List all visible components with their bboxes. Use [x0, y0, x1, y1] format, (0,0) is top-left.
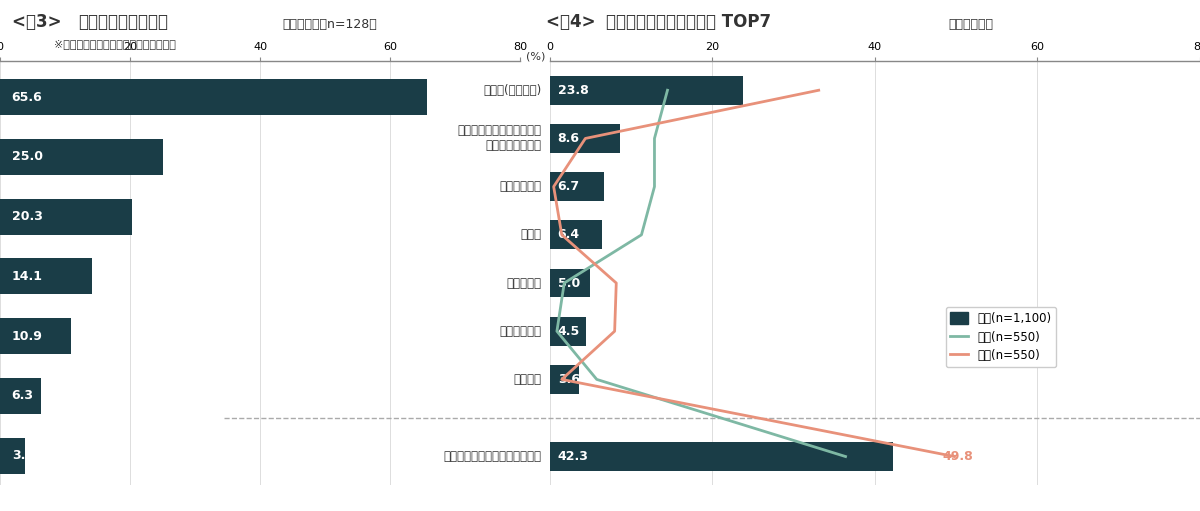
Text: 25.0: 25.0: [12, 150, 43, 164]
Text: 8.6: 8.6: [558, 132, 580, 145]
Text: (%): (%): [526, 51, 545, 61]
Bar: [550, 124, 619, 153]
Bar: [0, 199, 132, 235]
Bar: [550, 317, 586, 345]
Bar: [0, 139, 163, 175]
Text: 14.1: 14.1: [12, 270, 43, 283]
Bar: [550, 365, 578, 394]
Text: 10.9: 10.9: [12, 330, 42, 342]
Text: 4.5: 4.5: [558, 324, 580, 338]
Text: 42.3: 42.3: [558, 450, 588, 463]
Bar: [550, 269, 590, 297]
Bar: [0, 318, 71, 354]
Legend: 全体(n=1,100), 男性(n=550), 女性(n=550): 全体(n=1,100), 男性(n=550), 女性(n=550): [946, 307, 1056, 367]
Text: 3.9: 3.9: [12, 449, 34, 462]
Bar: [550, 220, 601, 249]
Text: 23.8: 23.8: [558, 84, 588, 97]
Bar: [0, 378, 41, 414]
Text: 5.0: 5.0: [558, 276, 580, 290]
Text: 3.6: 3.6: [558, 373, 580, 386]
Text: 今後演奏してみたい楽器 TOP7: 今後演奏してみたい楽器 TOP7: [606, 13, 772, 31]
Text: <図4>: <図4>: [546, 13, 601, 31]
Text: 20.3: 20.3: [12, 210, 42, 223]
Text: （複数回答）: （複数回答）: [948, 18, 994, 31]
Bar: [0, 437, 25, 474]
Text: 6.3: 6.3: [12, 389, 34, 402]
Text: （複数回答：n=128）: （複数回答：n=128）: [282, 18, 377, 31]
Text: 65.6: 65.6: [12, 90, 42, 104]
Bar: [0, 79, 427, 115]
Bar: [550, 442, 894, 471]
Text: 楽器を練習する方法: 楽器を練習する方法: [78, 13, 168, 31]
Text: ※現在も楽器の演奏をしている人ベース: ※現在も楽器の演奏をしている人ベース: [54, 38, 176, 49]
Text: <図3>: <図3>: [12, 13, 67, 31]
Text: 6.4: 6.4: [558, 228, 580, 241]
Bar: [550, 76, 743, 105]
Text: 49.8: 49.8: [942, 450, 973, 463]
Bar: [0, 259, 91, 294]
Bar: [550, 172, 604, 201]
Text: 6.7: 6.7: [558, 180, 580, 193]
